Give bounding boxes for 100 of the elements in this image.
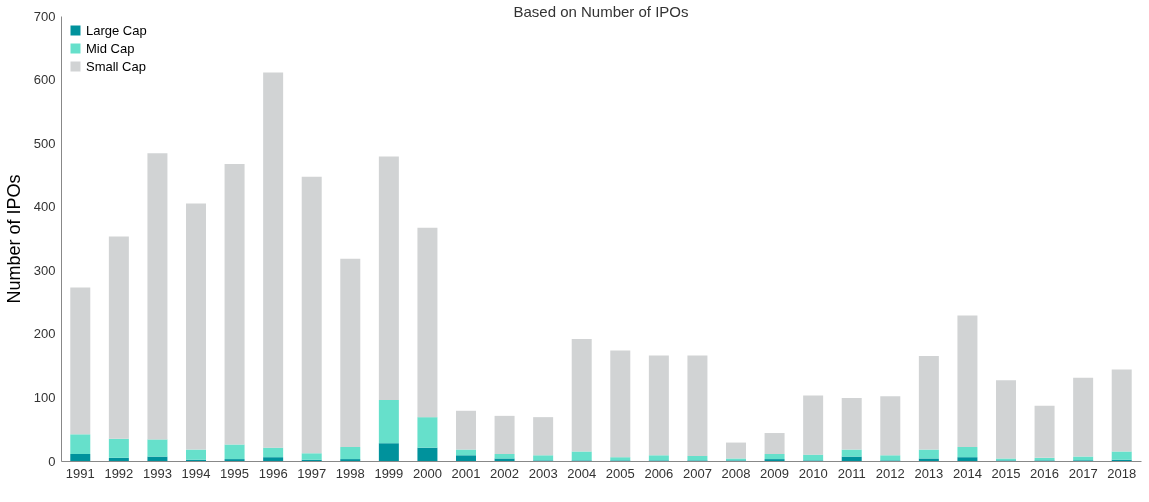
bar [494, 454, 515, 459]
y-tick-label: 300 [33, 262, 56, 278]
x-tick-label: 2015 [991, 465, 1021, 481]
bar [263, 457, 284, 461]
y-tick-label: 600 [33, 72, 56, 88]
bar [880, 396, 901, 456]
bar [147, 456, 168, 461]
bar [803, 454, 824, 461]
bar [918, 458, 939, 461]
bar [263, 72, 284, 448]
bar [764, 454, 785, 460]
bar [880, 455, 901, 461]
x-tick-label: 2000 [412, 465, 442, 481]
x-tick-label: 2005 [605, 465, 635, 481]
bar [456, 410, 476, 450]
y-tick-label: 700 [33, 8, 56, 24]
x-tick-label: 2018 [1107, 465, 1137, 481]
bar [378, 399, 399, 444]
legend-label: Large Cap [86, 22, 147, 38]
x-tick-label: 2006 [644, 465, 674, 481]
bar [764, 433, 785, 455]
x-tick-label: 2017 [1068, 465, 1098, 481]
x-tick-label: 2001 [451, 465, 481, 481]
bar [1073, 377, 1094, 457]
bar [224, 164, 245, 445]
bar [494, 415, 515, 455]
x-tick-label: 1996 [258, 465, 288, 481]
bar [803, 395, 824, 455]
x-tick-label: 2009 [760, 465, 790, 481]
x-tick-label: 2016 [1030, 465, 1060, 481]
bar [648, 455, 669, 461]
bar [147, 439, 168, 457]
bar [1111, 369, 1132, 452]
bar [301, 453, 322, 460]
bar [108, 457, 129, 461]
bar [70, 287, 91, 435]
x-tick-label: 2014 [952, 465, 982, 481]
x-tick-label: 2004 [567, 465, 597, 481]
bar [340, 447, 361, 460]
x-tick-label: 2011 [837, 465, 866, 481]
bar [186, 203, 206, 450]
bar [957, 447, 978, 458]
bar [841, 456, 862, 461]
bar [957, 457, 978, 461]
y-tick-label: 200 [33, 326, 56, 342]
bar [571, 338, 592, 452]
bar [417, 447, 438, 461]
legend-label: Mid Cap [86, 40, 135, 56]
bar [263, 447, 284, 458]
bar [726, 442, 746, 459]
x-tick-label: 2007 [682, 465, 712, 481]
bar [648, 355, 669, 456]
bar [417, 417, 438, 448]
bar [533, 455, 554, 461]
bar [533, 417, 554, 456]
y-tick-label: 100 [33, 389, 56, 405]
bar [108, 236, 129, 439]
bar [957, 315, 978, 448]
y-axis-title: Number of IPOs [3, 174, 24, 304]
x-tick-label: 1993 [142, 465, 172, 481]
bar [494, 458, 515, 461]
bar [417, 227, 438, 418]
bar [70, 454, 91, 461]
x-tick-label: 1991 [65, 465, 95, 481]
bar [378, 156, 399, 400]
bar [610, 350, 631, 458]
bar [108, 438, 129, 458]
bar [70, 434, 91, 455]
bar [378, 443, 399, 461]
x-tick-label: 2013 [914, 465, 944, 481]
bar [147, 153, 168, 440]
bar [571, 451, 592, 461]
bar [1111, 451, 1132, 460]
bar [1034, 405, 1055, 458]
bar [224, 444, 245, 460]
bar [996, 380, 1016, 459]
bar [918, 356, 939, 450]
y-tick-label: 400 [33, 199, 56, 215]
bar [918, 449, 939, 459]
y-tick-label: 0 [48, 453, 56, 469]
bar [841, 398, 862, 450]
bar [340, 258, 361, 448]
x-tick-label: 2010 [798, 465, 828, 481]
x-tick-label: 2002 [490, 465, 520, 481]
x-tick-label: 1997 [297, 465, 327, 481]
bar [687, 455, 708, 461]
x-tick-label: 1994 [181, 465, 211, 481]
x-tick-label: 1992 [104, 465, 134, 481]
bar [186, 449, 206, 460]
x-tick-label: 1999 [374, 465, 404, 481]
bar [301, 176, 322, 454]
bar [841, 449, 862, 457]
x-tick-label: 2012 [875, 465, 905, 481]
bar [687, 355, 708, 456]
bar [456, 455, 476, 461]
x-tick-label: 1998 [335, 465, 365, 481]
x-tick-label: 2003 [528, 465, 558, 481]
y-tick-label: 500 [33, 135, 56, 151]
chart-title: Based on Number of IPOs [513, 3, 689, 20]
legend-label: Small Cap [86, 58, 146, 74]
